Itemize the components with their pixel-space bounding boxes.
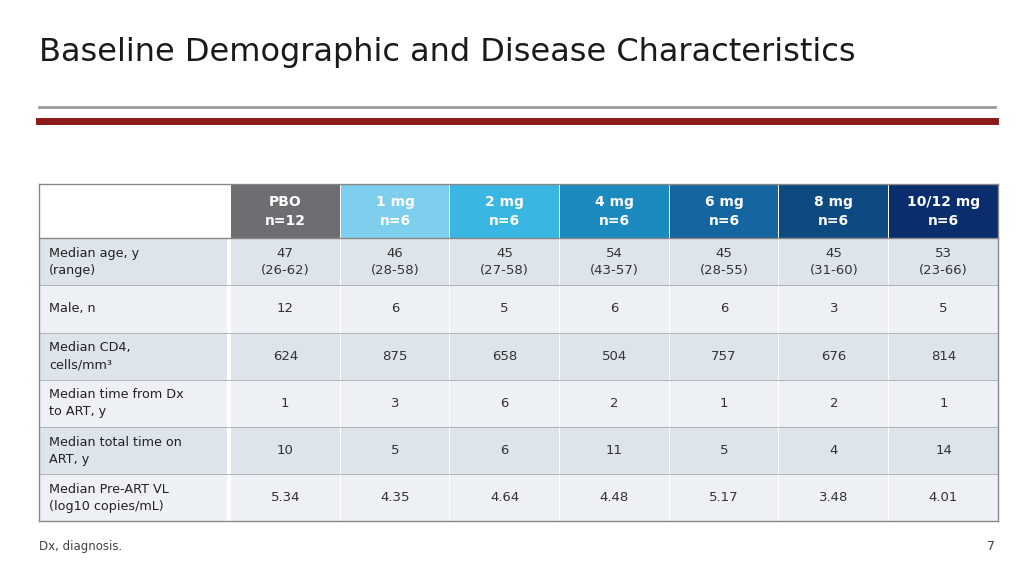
Text: PBO
n=12: PBO n=12 [265,195,306,228]
Text: 1 mg
n=6: 1 mg n=6 [376,195,415,228]
Text: 47
(26-62): 47 (26-62) [261,247,309,277]
Text: 46
(28-58): 46 (28-58) [371,247,420,277]
Text: 1: 1 [281,397,290,410]
Text: 5: 5 [720,444,728,457]
Text: 6 mg
n=6: 6 mg n=6 [705,195,743,228]
Text: 6: 6 [391,302,399,316]
Text: 10: 10 [276,444,294,457]
Text: 4.48: 4.48 [600,491,629,504]
Text: 757: 757 [712,350,737,363]
Text: 4: 4 [829,444,838,457]
Text: 875: 875 [382,350,408,363]
Text: 12: 12 [276,302,294,316]
Text: Median time from Dx
to ART, y: Median time from Dx to ART, y [49,388,183,418]
Text: 6: 6 [501,444,509,457]
Text: Male, n: Male, n [49,302,96,316]
Text: Median Pre-ART VL
(log10 copies/mL): Median Pre-ART VL (log10 copies/mL) [49,483,169,513]
Text: Baseline Demographic and Disease Characteristics: Baseline Demographic and Disease Charact… [39,37,855,69]
Text: 53
(23-66): 53 (23-66) [920,247,968,277]
Text: 658: 658 [493,350,517,363]
Text: 6: 6 [610,302,618,316]
Text: 4.35: 4.35 [380,491,410,504]
Text: Dx, diagnosis.: Dx, diagnosis. [39,540,122,553]
Text: 5: 5 [939,302,948,316]
Text: 8 mg
n=6: 8 mg n=6 [814,195,853,228]
Text: 45
(27-58): 45 (27-58) [480,247,529,277]
Text: 54
(43-57): 54 (43-57) [590,247,639,277]
Text: 1: 1 [720,397,728,410]
Text: Median CD4,
cells/mm³: Median CD4, cells/mm³ [49,341,131,371]
Text: 4.64: 4.64 [490,491,519,504]
Text: 2: 2 [829,397,838,410]
Text: 4 mg
n=6: 4 mg n=6 [595,195,634,228]
Text: 45
(28-55): 45 (28-55) [699,247,749,277]
Text: 5.34: 5.34 [270,491,300,504]
Text: Median age, y
(range): Median age, y (range) [49,247,139,277]
Text: 5.17: 5.17 [710,491,739,504]
Text: 10/12 mg
n=6: 10/12 mg n=6 [907,195,980,228]
Text: 7: 7 [987,540,995,553]
Text: Median total time on
ART, y: Median total time on ART, y [49,435,182,465]
Text: 4.01: 4.01 [929,491,958,504]
Text: 11: 11 [606,444,623,457]
Text: 3.48: 3.48 [819,491,849,504]
Text: 676: 676 [821,350,847,363]
Text: 2: 2 [610,397,618,410]
Text: 5: 5 [391,444,399,457]
Text: 1: 1 [939,397,948,410]
Text: 2 mg
n=6: 2 mg n=6 [485,195,524,228]
Text: 6: 6 [720,302,728,316]
Text: 3: 3 [391,397,399,410]
Text: 3: 3 [829,302,838,316]
Text: 6: 6 [501,397,509,410]
Text: 624: 624 [272,350,298,363]
Text: 45
(31-60): 45 (31-60) [809,247,858,277]
Text: 504: 504 [602,350,627,363]
Text: 5: 5 [501,302,509,316]
Text: 14: 14 [935,444,952,457]
Text: 814: 814 [931,350,956,363]
